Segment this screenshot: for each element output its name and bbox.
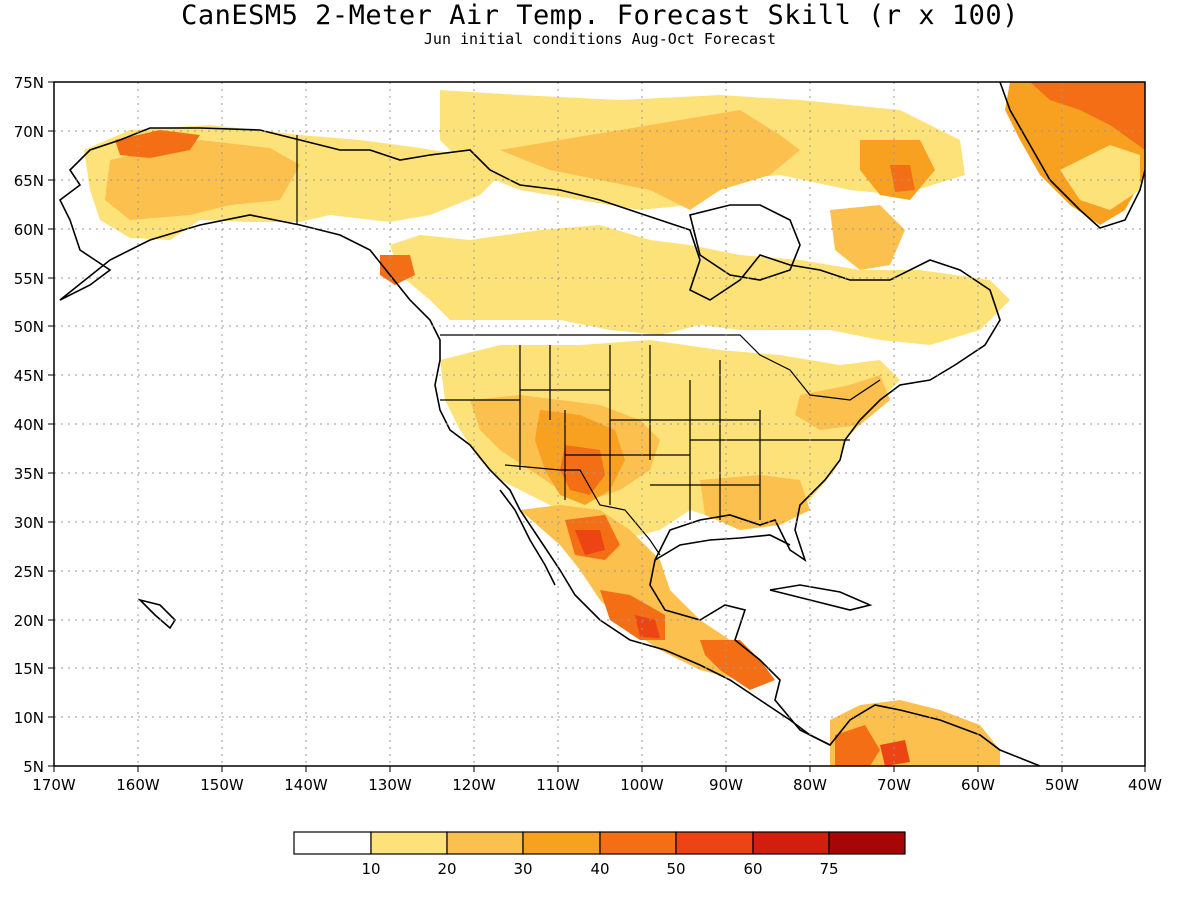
skill-area-southwest-hot <box>560 445 605 495</box>
lat-tick-label: 55N <box>14 270 44 288</box>
colorbar-labels: 10 20 30 40 50 60 75 <box>361 860 838 878</box>
coastline-hawaii <box>137 598 177 630</box>
skill-area-canada-band <box>390 225 1010 345</box>
colorbar-swatch <box>522 831 601 855</box>
colorbar-label: 20 <box>437 860 456 878</box>
skill-area-arctic-hot <box>890 165 915 192</box>
coastline-greenland <box>999 82 1145 229</box>
colorbar-label: 40 <box>590 860 609 878</box>
skill-area-labrador <box>830 205 905 270</box>
coastline-baja <box>499 489 556 586</box>
lat-tick-label: 45N <box>14 367 44 385</box>
skill-area-greenland-hot <box>1030 82 1145 150</box>
colorbar-label: 30 <box>513 860 532 878</box>
colorbar-swatch <box>752 831 830 855</box>
colorbar-label: 60 <box>743 860 762 878</box>
coastline-cuba <box>769 584 873 611</box>
lon-tick-label: 80W <box>793 776 827 794</box>
skill-area-central-america <box>700 640 775 690</box>
coastline-pacific <box>59 214 831 746</box>
lat-tick-label: 30N <box>14 514 44 532</box>
tick-marks <box>48 81 1146 772</box>
lon-tick-label: 140W <box>284 776 328 794</box>
lat-tick-label: 40N <box>14 416 44 434</box>
state-lines <box>440 345 850 520</box>
colorbar-label: 50 <box>666 860 685 878</box>
lat-tick-label: 10N <box>14 709 44 727</box>
colorbar-swatch <box>675 831 754 855</box>
lon-tick-label: 150W <box>200 776 244 794</box>
map-subtitle: Jun initial conditions Aug-Oct Forecast <box>423 30 777 48</box>
colorbar-swatch <box>828 831 906 855</box>
lon-tick-label: 50W <box>1045 776 1079 794</box>
lat-tick-label: 75N <box>14 74 44 92</box>
lon-tick-labels: 170W 160W 150W 140W 130W 120W 110W 100W … <box>32 776 1162 794</box>
skill-area-mexico-north-hot <box>575 530 605 555</box>
lat-tick-label: 5N <box>23 758 44 776</box>
skill-area-south-america-hot2 <box>880 740 910 766</box>
lat-tick-label: 15N <box>14 660 44 678</box>
lon-tick-label: 40W <box>1128 776 1162 794</box>
gridlines <box>54 82 1145 766</box>
political-borders <box>296 135 881 556</box>
map-title: CanESM5 2-Meter Air Temp. Forecast Skill… <box>181 0 1019 31</box>
colorbar <box>293 831 906 855</box>
lat-tick-label: 35N <box>14 465 44 483</box>
colorbar-label: 10 <box>361 860 380 878</box>
colorbar-swatch <box>599 831 677 855</box>
lat-tick-label: 65N <box>14 172 44 190</box>
lon-tick-label: 160W <box>116 776 160 794</box>
border-us-canada <box>440 334 881 401</box>
border-us-mexico <box>504 464 661 556</box>
lat-tick-label: 50N <box>14 318 44 336</box>
lon-tick-label: 60W <box>961 776 995 794</box>
lon-tick-label: 70W <box>877 776 911 794</box>
colorbar-swatch <box>446 831 524 855</box>
coastline-hudson-bay <box>689 204 801 281</box>
skill-area-south-america-hot <box>835 725 880 766</box>
lon-tick-label: 170W <box>32 776 76 794</box>
skill-area-arctic-mid <box>500 110 800 210</box>
coastlines <box>58 82 1145 766</box>
skill-area-southeast <box>700 475 810 530</box>
colorbar-swatch <box>293 831 372 855</box>
lat-tick-label: 25N <box>14 563 44 581</box>
lat-tick-label: 60N <box>14 221 44 239</box>
coastline-gulf <box>654 534 791 561</box>
lat-tick-labels: 75N 70N 65N 60N 55N 50N 45N 40N 35N 30N … <box>14 74 44 776</box>
lat-tick-label: 20N <box>14 612 44 630</box>
lat-tick-label: 70N <box>14 123 44 141</box>
lon-tick-label: 120W <box>452 776 496 794</box>
colorbar-label: 75 <box>819 860 838 878</box>
skill-area-bc-coast <box>380 255 415 285</box>
lon-tick-label: 110W <box>536 776 580 794</box>
coastline-north-america <box>58 127 1041 766</box>
lon-tick-label: 130W <box>368 776 412 794</box>
lon-tick-label: 100W <box>620 776 664 794</box>
colorbar-swatch <box>370 831 448 855</box>
lon-tick-label: 90W <box>709 776 743 794</box>
skill-area-mexico-south-hot <box>635 615 660 638</box>
skill-area-alaska-north <box>115 130 200 158</box>
skill-area-greenland-light <box>1060 145 1140 210</box>
